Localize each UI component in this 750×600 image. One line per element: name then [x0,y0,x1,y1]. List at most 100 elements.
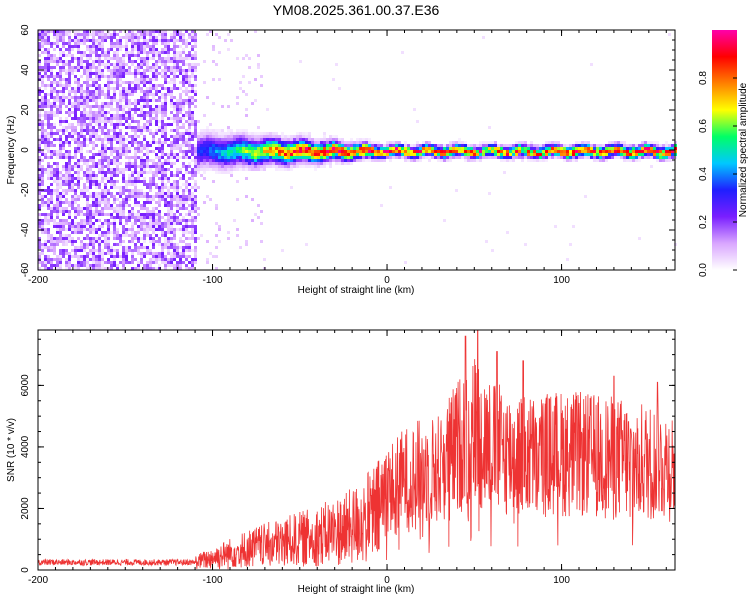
spectrogram-cell [128,108,131,111]
spectrogram-cell [74,36,77,39]
spectrogram-cell [296,147,299,150]
spectrogram-cell [119,201,122,204]
spectrogram-cell [98,111,101,114]
spectrogram-cell [77,108,80,111]
spectrogram-cell [56,63,59,66]
spectrogram-cell [206,126,209,129]
spectrogram-cell [455,156,458,159]
spectrogram-cell [662,153,665,156]
spectrogram-cell [68,108,71,111]
spectrogram-cell [395,153,398,156]
spectrogram-cell [125,162,128,165]
spectrogram-cell [50,207,53,210]
spectrogram-cell [191,198,194,201]
spectrogram-cell [95,138,98,141]
spectrogram-cell [512,153,515,156]
spectrogram-cell [104,237,107,240]
spectrogram-cell [266,156,269,159]
spectrogram-cell [47,168,50,171]
spectrogram-cell [272,153,275,156]
spectrogram-cell [83,243,86,246]
spectrogram-cell [194,69,197,72]
spectrogram-cell [248,168,251,171]
spectrogram-cell [176,192,179,195]
spectrogram-cell [74,249,77,252]
spectrogram-cell [56,261,59,264]
spectrogram-cell [146,159,149,162]
spectrogram-cell [92,120,95,123]
spectrogram-cell [182,75,185,78]
spectrogram-cell [428,156,431,159]
spectrogram-cell [83,225,86,228]
spectrogram-cell [326,147,329,150]
spectrogram-cell [47,198,50,201]
spectrogram-cell [44,144,47,147]
spectrogram-cell [191,225,194,228]
spectrogram-cell [179,222,182,225]
spectrogram-cell [146,60,149,63]
spectrogram-cell [281,132,284,135]
spectrogram-cell [254,99,257,102]
spectrogram-cell [161,216,164,219]
spectrogram-cell [230,168,233,171]
spectrogram-cell [182,252,185,255]
spectrogram-cell [173,243,176,246]
spectrogram-cell [83,189,86,192]
spectrogram-cell [305,147,308,150]
spectrogram-cell [62,51,65,54]
spectrogram-cell [119,117,122,120]
spectrogram-cell [650,141,653,144]
spectrogram-cell [107,252,110,255]
spectrogram-cell [635,150,638,153]
spectrogram-cell [185,120,188,123]
spectrogram-cell [155,48,158,51]
spectrogram-cell [371,144,374,147]
spectrogram-cell [38,213,41,216]
spectrogram-cell [140,33,143,36]
spectrogram-cell [77,66,80,69]
spectrogram-cell [173,36,176,39]
spectrogram-cell [254,132,257,135]
spectrogram-cell [173,174,176,177]
spectrogram-cell [143,195,146,198]
spectrogram-cell [164,132,167,135]
spectrogram-cell [182,141,185,144]
spectrogram-cell [47,204,50,207]
spectrogram-cell [326,138,329,141]
spectrogram-cell [416,144,419,147]
spectrogram-cell [56,171,59,174]
spectrogram-cell [101,108,104,111]
spectrogram-cell [110,180,113,183]
spectrogram-cell [557,150,560,153]
spectrogram-cell [269,162,272,165]
spectrogram-cell [113,147,116,150]
spectrogram-cell [77,78,80,81]
spectrogram-cell [74,231,77,234]
spectrogram-cell [599,156,602,159]
spectrogram-cell [146,216,149,219]
spectrogram-cell [113,135,116,138]
spectrogram-cell [182,240,185,243]
spectrogram-cell [161,168,164,171]
spectrogram-cell [38,36,41,39]
spectrogram-cell [65,207,68,210]
spectrogram-cell [149,177,152,180]
spectrogram-cell [194,231,197,234]
spectrogram-cell [209,132,212,135]
spectrogram-cell [191,33,194,36]
spectrogram-cell [446,159,449,162]
spectrogram-cell [143,81,146,84]
spectrogram-cell [281,135,284,138]
spectrogram-cell [113,93,116,96]
spectrogram-cell [236,102,239,105]
spectrogram-cell [74,192,77,195]
spectrogram-cell [179,111,182,114]
spectrogram-cell [167,258,170,261]
spectrogram-cell [236,153,239,156]
spectrogram-cell [122,168,125,171]
spectrogram-cell [179,219,182,222]
spectrogram-cell [155,225,158,228]
spectrogram-cell [143,33,146,36]
spectrogram-cell [104,183,107,186]
spectrogram-cell [77,168,80,171]
